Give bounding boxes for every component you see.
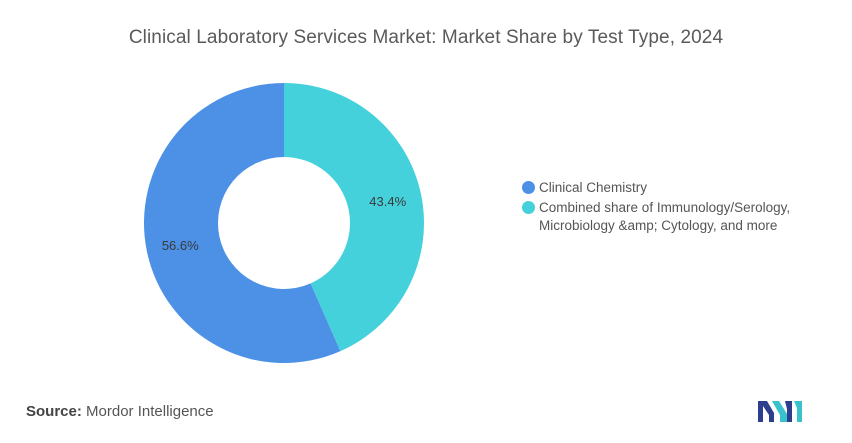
legend-label-0: Clinical Chemistry: [539, 180, 648, 195]
donut-slice-0: [144, 83, 341, 364]
source-line: Source: Mordor Intelligence: [26, 403, 214, 420]
slice-label-0: 56.6%: [162, 238, 199, 253]
legend-swatch-0: [522, 181, 535, 194]
legend-swatch-1: [522, 201, 535, 214]
legend-label-1: Combined share of Immunology/Serology, M…: [539, 200, 791, 233]
legend-item-0: Clinical Chemistry: [522, 179, 832, 197]
source-value: Mordor Intelligence: [86, 403, 214, 420]
slice-label-1: 43.4%: [369, 194, 406, 209]
chart-legend: Clinical Chemistry Combined share of Immu…: [522, 179, 832, 237]
source-label: Source:: [26, 403, 82, 420]
mordor-intelligence-logo: [758, 401, 802, 422]
chart-title: Clinical Laboratory Services Market: Mar…: [128, 27, 724, 48]
legend-item-1: Combined share of Immunology/Serology, M…: [522, 199, 832, 235]
donut-slice-1: [284, 83, 424, 352]
